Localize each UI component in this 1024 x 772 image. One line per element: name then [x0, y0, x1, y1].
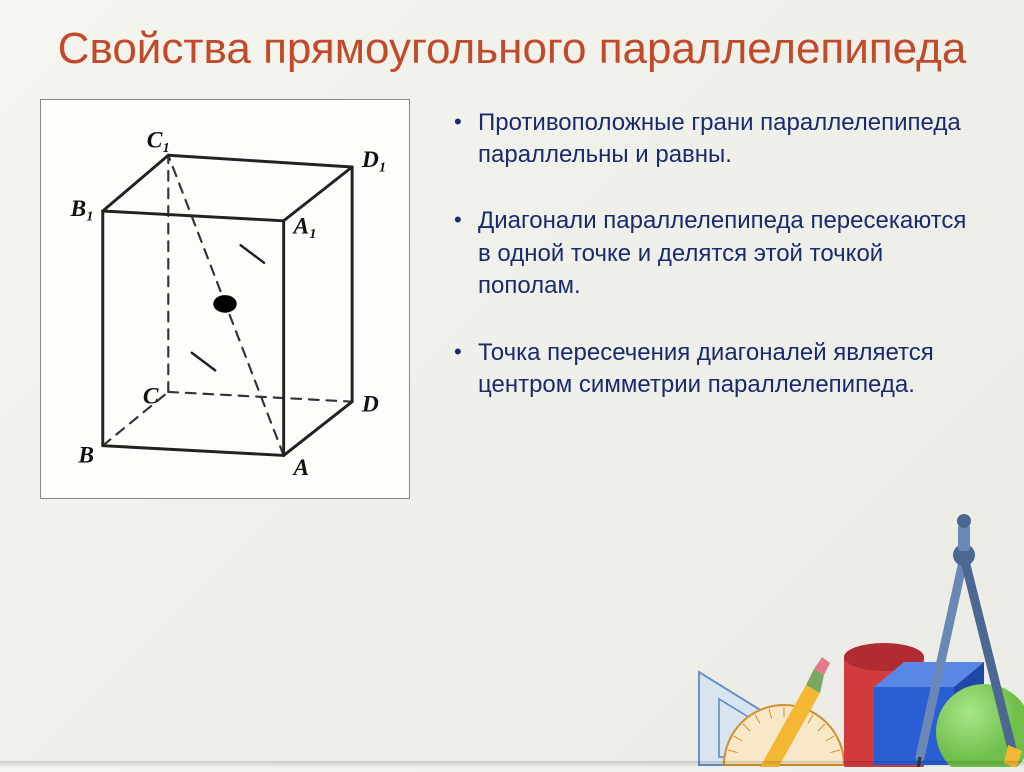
decorative-shapes [664, 507, 1024, 767]
slide-title: Свойства прямоугольного параллелепипеда [40, 24, 984, 75]
svg-text:A₁: A₁ [291, 213, 317, 239]
svg-text:A: A [291, 455, 309, 481]
svg-text:D: D [361, 391, 379, 417]
svg-text:C₁: C₁ [147, 127, 171, 153]
bullet-item: Точка пересечения диагоналей является це… [450, 337, 984, 402]
svg-text:C: C [143, 383, 159, 409]
bullet-item: Диагонали параллелепипеда пересекаются в… [450, 205, 984, 302]
properties-list: Противоположные грани параллелепипеда па… [450, 99, 984, 436]
bullet-item: Противоположные грани параллелепипеда па… [450, 107, 984, 172]
parallelepiped-diagram: B A D C B₁ A₁ D₁ C₁ [40, 99, 410, 499]
svg-text:B₁: B₁ [70, 195, 95, 221]
svg-text:D₁: D₁ [361, 147, 387, 173]
bottom-shadow [0, 761, 1024, 767]
svg-text:B: B [77, 442, 94, 468]
